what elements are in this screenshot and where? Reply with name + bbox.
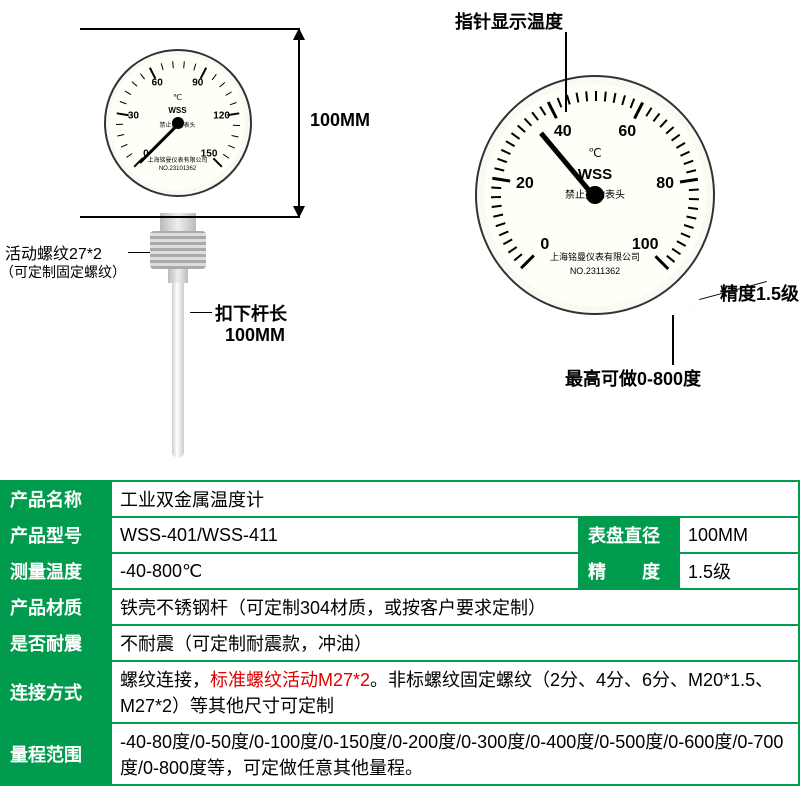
range-callout: 最高可做0-800度 <box>565 365 701 391</box>
gauge2-unit: ℃ <box>588 146 601 160</box>
spec-header: 表盘直径 <box>579 517 679 553</box>
spec-header: 产品型号 <box>1 517 111 553</box>
probe-label2: 100MM <box>225 325 285 346</box>
gauge-small: ℃ WSS 禁止扭动表头 上海铭曼仪表有限公司 NO.23101362 0306… <box>85 30 270 215</box>
pointer-callout: 指针显示温度 <box>455 8 563 34</box>
gauge2-serial: NO.2311362 <box>570 266 620 276</box>
gauge1-unit: ℃ <box>173 93 182 102</box>
spec-header: 产品材质 <box>1 589 111 625</box>
dim-top <box>80 28 300 30</box>
gauge1-serial: NO.23101362 <box>159 166 196 172</box>
gauge1-thread <box>150 231 206 269</box>
gauge1-brand: WSS <box>168 106 186 115</box>
dim-arrow-up <box>293 28 305 40</box>
gauge1-hub <box>172 117 184 129</box>
spec-value: 100MM <box>679 517 799 553</box>
probe-leader <box>190 312 212 313</box>
spec-value: -40-800℃ <box>111 553 579 589</box>
pointer-leader <box>565 32 567 112</box>
dim-vert <box>298 28 300 218</box>
spec-header: 量程范围 <box>1 723 111 785</box>
gauge2-maker: 上海铭曼仪表有限公司 <box>550 250 640 263</box>
spec-header: 产品名称 <box>1 481 111 517</box>
gauge2-hub <box>586 186 604 204</box>
spec-table: 产品名称工业双金属温度计产品型号WSS-401/WSS-411表盘直径100MM… <box>0 480 800 786</box>
probe-label1: 扣下杆长 <box>215 300 287 326</box>
spec-value: 螺纹连接，标准螺纹活动M27*2。非标螺纹固定螺纹（2分、4分、6分、M20*1… <box>111 661 799 723</box>
spec-value: 1.5级 <box>679 553 799 589</box>
thread-leader <box>128 252 150 253</box>
thread-label1: 活动螺纹27*2 <box>5 240 102 264</box>
spec-header: 是否耐震 <box>1 625 111 661</box>
dim-bot <box>80 216 300 218</box>
range-leader <box>672 315 674 365</box>
gauge1-nut <box>168 269 188 283</box>
gauge1-probe <box>172 283 184 458</box>
gauge1-maker: 上海铭曼仪表有限公司 <box>147 155 207 164</box>
spec-value: -40-80度/0-50度/0-100度/0-150度/0-200度/0-300… <box>111 723 799 785</box>
spec-header: 精 度 <box>579 553 679 589</box>
spec-value: 工业双金属温度计 <box>111 481 799 517</box>
spec-value: 不耐震（可定制耐震款，冲油） <box>111 625 799 661</box>
spec-header: 测量温度 <box>1 553 111 589</box>
thread-label2: （可定制固定螺纹） <box>0 262 126 282</box>
dim-arrow-dn <box>293 206 305 218</box>
spec-value: WSS-401/WSS-411 <box>111 517 579 553</box>
dim-100mm: 100MM <box>310 110 370 131</box>
spec-header: 连接方式 <box>1 661 111 723</box>
spec-value: 铁壳不锈钢杆（可定制304材质，或按客户要求定制） <box>111 589 799 625</box>
gauge-large: ℃ WSS 禁止扭动表头 上海铭曼仪表有限公司 NO.2311362 02040… <box>445 45 745 345</box>
